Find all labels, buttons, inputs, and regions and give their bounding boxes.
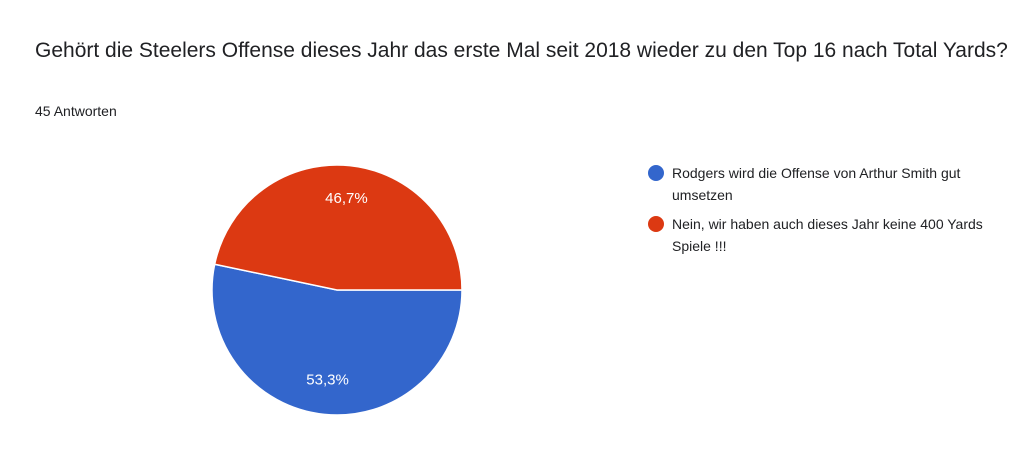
legend-label-2: Nein, wir haben auch dieses Jahr keine 4…: [672, 216, 983, 254]
chart-title: Gehört die Steelers Offense dieses Jahr …: [35, 39, 1008, 62]
pie-slice-label-2: 46,7%: [325, 190, 368, 207]
legend-swatch-2: [648, 216, 664, 232]
pie-slice-2: [213, 164, 463, 291]
legend-item-1: Rodgers wird die Offense von Arthur Smit…: [648, 162, 988, 206]
legend-label-1: Rodgers wird die Offense von Arthur Smit…: [672, 165, 961, 203]
legend-swatch-1: [648, 165, 664, 181]
response-count: 45 Antworten: [35, 103, 117, 119]
legend-item-2: Nein, wir haben auch dieses Jahr keine 4…: [648, 213, 988, 257]
legend: Rodgers wird die Offense von Arthur Smit…: [648, 162, 988, 264]
pie-slice-label-1: 53,3%: [306, 372, 349, 389]
pie-slice-1: [211, 263, 463, 416]
